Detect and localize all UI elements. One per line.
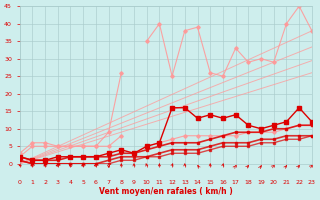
X-axis label: Vent moyen/en rafales ( km/h ): Vent moyen/en rafales ( km/h )	[99, 187, 233, 196]
